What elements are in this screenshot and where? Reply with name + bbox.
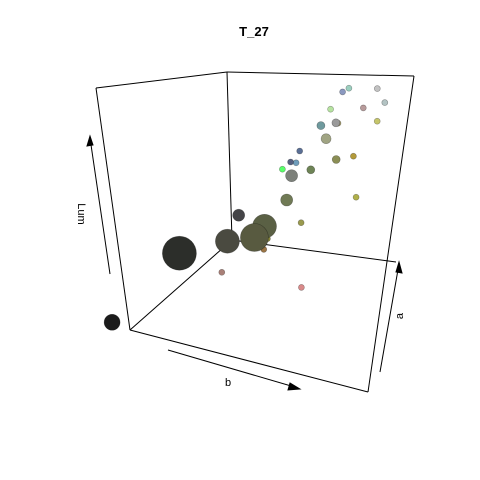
data-point [306, 165, 316, 175]
data-point [287, 158, 294, 166]
data-point [103, 313, 121, 331]
z-axis-label: Lum [75, 203, 87, 224]
data-point [339, 88, 346, 96]
data-point [320, 133, 332, 144]
data-point [331, 155, 341, 164]
box-edge [95, 71, 228, 89]
data-point [279, 165, 286, 173]
data-point [215, 228, 240, 254]
data-point [280, 193, 294, 207]
data-point [232, 208, 245, 222]
data-point [316, 121, 326, 130]
axis-arrows [86, 134, 403, 391]
data-point [297, 219, 305, 226]
data-point [381, 99, 389, 106]
data-point [350, 152, 357, 160]
data-point [345, 84, 353, 92]
box-edge [367, 75, 415, 393]
box-edge [129, 329, 369, 393]
x-axis-arrow [167, 349, 299, 389]
data-point [162, 235, 197, 271]
data-point [373, 117, 381, 125]
x-axis-arrowhead [287, 382, 302, 391]
data-point [373, 85, 381, 92]
box-edge [95, 87, 131, 331]
data-point [240, 223, 269, 252]
data-point [331, 118, 341, 128]
data-point [292, 159, 300, 167]
data-points [103, 84, 389, 331]
z-axis-arrow [89, 137, 111, 275]
data-point [352, 193, 360, 201]
data-point [218, 268, 226, 276]
data-point [285, 169, 298, 182]
data-point [359, 104, 367, 112]
z-axis-arrowhead [86, 134, 94, 147]
y-axis-label: a [394, 312, 406, 319]
y-axis-arrow [379, 263, 400, 373]
data-point [296, 147, 304, 155]
box-edge [226, 71, 233, 241]
y-axis-arrowhead [395, 260, 403, 274]
box-edge [129, 239, 233, 331]
data-point [327, 105, 334, 113]
data-point [298, 284, 305, 291]
chart-title: T_27 [239, 24, 269, 39]
x-axis-label: b [225, 377, 231, 389]
box-edge [226, 71, 415, 77]
